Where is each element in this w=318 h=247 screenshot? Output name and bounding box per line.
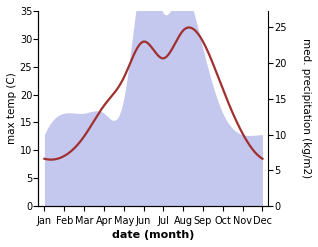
Y-axis label: max temp (C): max temp (C) (7, 73, 17, 144)
Y-axis label: med. precipitation (kg/m2): med. precipitation (kg/m2) (301, 39, 311, 179)
X-axis label: date (month): date (month) (112, 230, 195, 240)
